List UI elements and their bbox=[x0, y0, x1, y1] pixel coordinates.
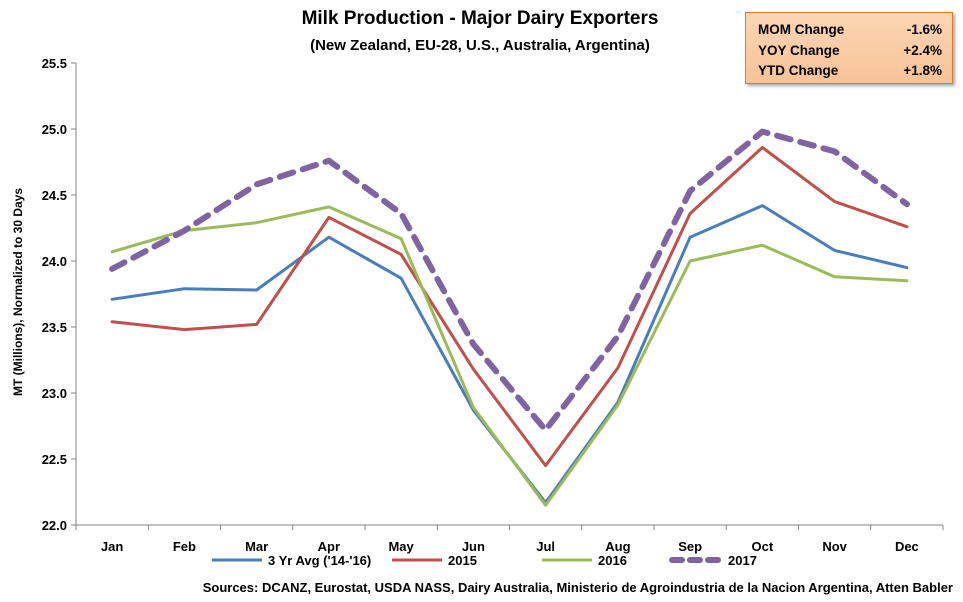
stat-value: +2.4% bbox=[903, 42, 942, 58]
stat-label: YOY Change bbox=[758, 42, 840, 58]
stat-value: +1.8% bbox=[903, 63, 942, 78]
stat-row-ytd: YTD Change +1.8% bbox=[758, 61, 942, 82]
x-tick-label: Dec bbox=[895, 539, 919, 554]
stat-value: -1.6% bbox=[906, 22, 942, 37]
x-tick-label: Mar bbox=[245, 539, 268, 554]
y-tick-label: 24.5 bbox=[42, 188, 67, 203]
x-tick-label: Aug bbox=[605, 539, 630, 554]
chart-subtitle: (New Zealand, EU-28, U.S., Australia, Ar… bbox=[310, 37, 650, 54]
stat-row-mom: MOM Change -1.6% bbox=[758, 20, 942, 41]
source-note: Sources: DCANZ, Eurostat, USDA NASS, Dai… bbox=[202, 580, 953, 595]
x-tick-label: Jun bbox=[462, 539, 485, 554]
legend-label: 3 Yr Avg ('14-'16) bbox=[268, 553, 371, 568]
y-tick-label: 23.0 bbox=[42, 386, 67, 401]
y-tick-label: 22.5 bbox=[42, 452, 67, 467]
legend-label: 2015 bbox=[448, 553, 477, 568]
y-tick-label: 25.0 bbox=[42, 122, 67, 137]
series-line-2 bbox=[110, 146, 909, 468]
x-tick-label: May bbox=[388, 539, 414, 554]
y-tick-label: 25.5 bbox=[42, 56, 67, 71]
x-tick-label: Apr bbox=[318, 539, 340, 554]
stat-label: MOM Change bbox=[758, 22, 845, 37]
x-tick-label: Feb bbox=[173, 539, 196, 554]
x-tick-label: Jul bbox=[536, 539, 555, 554]
x-tick-label: Sep bbox=[678, 539, 702, 554]
chart-title: Milk Production - Major Dairy Exporters bbox=[301, 8, 659, 29]
series-line-3 bbox=[110, 205, 909, 507]
x-tick-label: Nov bbox=[822, 539, 847, 554]
legend-label: 2017 bbox=[728, 553, 757, 568]
stats-box: MOM Change -1.6% YOY Change +2.4% YTD Ch… bbox=[745, 12, 953, 84]
x-tick-label: Oct bbox=[752, 539, 774, 554]
stat-label: YTD Change bbox=[758, 63, 839, 78]
y-tick-label: 24.0 bbox=[42, 254, 67, 269]
series-line-4 bbox=[109, 128, 910, 433]
y-tick-label: 23.5 bbox=[42, 320, 67, 335]
x-tick-label: Jan bbox=[101, 539, 123, 554]
stat-row-yoy: YOY Change +2.4% bbox=[758, 41, 942, 62]
y-tick-label: 22.0 bbox=[42, 518, 67, 533]
legend-label: 2016 bbox=[598, 553, 627, 568]
